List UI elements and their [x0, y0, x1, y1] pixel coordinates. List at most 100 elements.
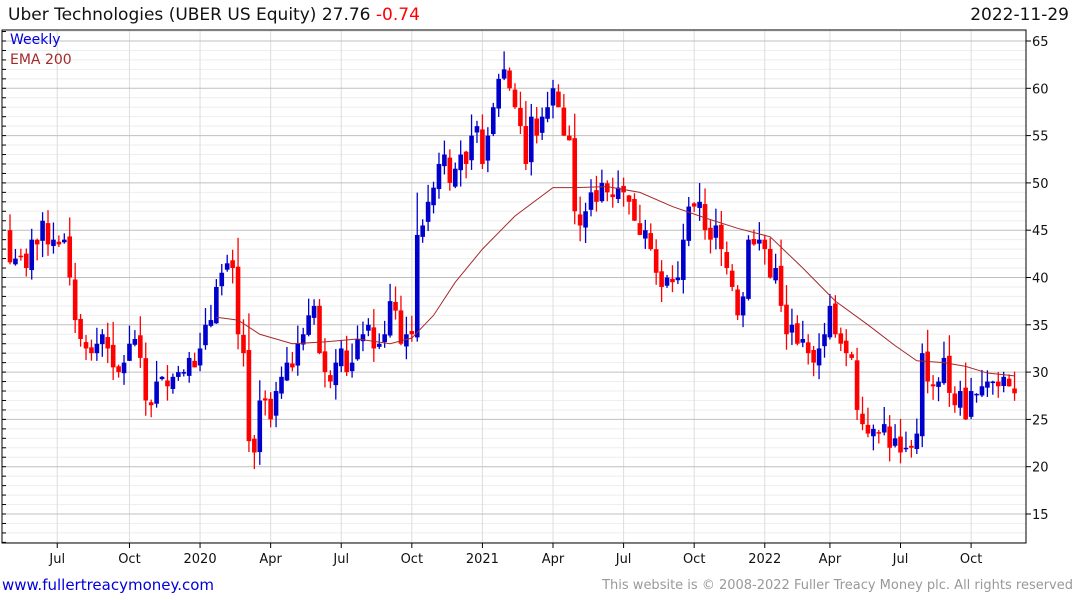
candle [985, 370, 990, 397]
candle-body [29, 239, 35, 271]
x-tick-label: Jul [332, 552, 349, 567]
candle-body [208, 320, 214, 326]
candle-body [784, 304, 789, 335]
candle-body [40, 220, 45, 241]
candle-body [436, 163, 442, 190]
candle-body [371, 327, 377, 349]
site-link[interactable]: www.fullertreacymoney.com [2, 576, 215, 594]
candle [778, 239, 784, 312]
candle-body [116, 366, 121, 373]
candle [757, 222, 762, 251]
candle [154, 360, 159, 408]
candle [719, 210, 724, 266]
candle [132, 330, 138, 347]
candle-body [995, 381, 1001, 387]
candle-body [637, 223, 643, 235]
candle-body [138, 335, 143, 358]
candle-body [89, 347, 94, 354]
candle [290, 351, 295, 372]
candle-body [110, 344, 116, 368]
price-change: -0.74 [375, 5, 420, 25]
candle-body [550, 88, 556, 106]
candle-body [757, 239, 762, 244]
candle-body [474, 126, 480, 133]
candle-body [626, 195, 632, 202]
candle-body [963, 387, 968, 420]
candle-body [577, 214, 583, 226]
candle [523, 101, 529, 171]
candle-body [447, 157, 453, 183]
candle-body [838, 333, 844, 344]
candle [34, 238, 40, 261]
candle [789, 308, 795, 345]
candle [138, 316, 143, 368]
candle-body [360, 334, 366, 342]
candle-body [523, 126, 529, 164]
candle [843, 329, 849, 367]
candle-body [1006, 378, 1012, 387]
candle [822, 322, 827, 358]
candle-body [659, 271, 664, 287]
candle [968, 377, 974, 419]
candle-body [914, 433, 920, 449]
candle [1006, 374, 1012, 387]
candle-body [148, 402, 154, 406]
candle-body [501, 69, 507, 79]
candle-body [170, 376, 176, 389]
candle-body [186, 357, 192, 376]
candle [605, 180, 610, 202]
candle-body [235, 266, 241, 335]
candle [854, 347, 860, 421]
candle [279, 366, 284, 399]
candle [632, 193, 637, 222]
candle-body [295, 343, 301, 366]
candle [338, 339, 344, 373]
candle-body [485, 135, 491, 161]
candle [892, 424, 898, 448]
candle-body [800, 338, 806, 343]
candle-body [94, 343, 100, 354]
candle-body [632, 199, 637, 221]
candle-body [230, 260, 235, 269]
candle [121, 355, 127, 385]
x-tick-label: Jul [615, 552, 632, 567]
candle [203, 308, 208, 350]
candle-body [72, 279, 78, 321]
candle [930, 375, 936, 400]
candle [528, 103, 534, 176]
candle [545, 91, 550, 123]
candle [127, 325, 132, 361]
candle [23, 248, 29, 277]
candle-body [887, 426, 892, 448]
candle [181, 369, 187, 377]
candle-body [849, 354, 854, 358]
candle [653, 239, 659, 285]
candle-body [664, 277, 670, 286]
candle [235, 237, 241, 350]
ema200-line [216, 186, 1015, 377]
candle-body [382, 334, 387, 343]
candle [317, 299, 322, 355]
title-text: Uber Technologies (UBER US Equity) 27.76 [8, 5, 371, 25]
candle-body [154, 381, 159, 404]
candle [404, 316, 409, 360]
candle-body [176, 372, 181, 377]
candle-body [1001, 376, 1006, 386]
candle [349, 343, 355, 378]
candle [675, 261, 681, 285]
candle [838, 327, 844, 352]
y-tick-label: 25 [1032, 413, 1049, 428]
candle-body [751, 238, 757, 245]
candle [550, 79, 556, 119]
candle-body [957, 391, 963, 408]
candle-body [284, 362, 290, 381]
candle [284, 347, 290, 382]
candle-body [132, 338, 138, 345]
candle [681, 223, 686, 294]
candle [811, 345, 816, 377]
candle-body [290, 363, 295, 368]
candle [165, 365, 170, 401]
candle-body [735, 289, 740, 316]
candle-body [317, 305, 322, 354]
candle [501, 51, 507, 81]
